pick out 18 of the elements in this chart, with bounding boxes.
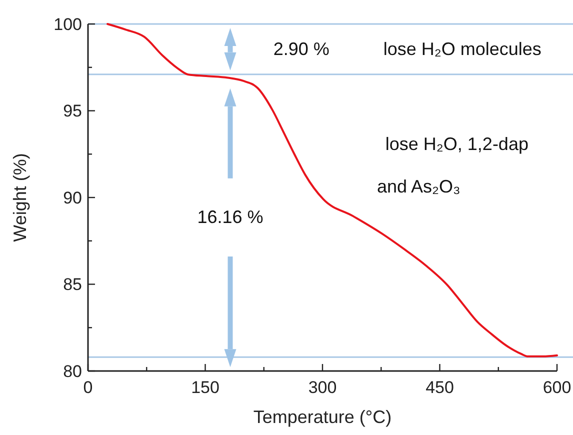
x-tick-label: 600 bbox=[542, 378, 572, 397]
x-axis-title: Temperature (°C) bbox=[253, 407, 392, 427]
x-tick-label: 300 bbox=[308, 378, 337, 397]
x-tick-label: 0 bbox=[83, 378, 93, 397]
y-tick-label: 80 bbox=[63, 362, 82, 381]
y-axis-title: Weight (%) bbox=[10, 153, 30, 242]
annotation: lose H₂O molecules bbox=[383, 38, 542, 59]
y-tick-label: 90 bbox=[63, 188, 82, 208]
y-tick-label: 95 bbox=[63, 102, 82, 121]
x-tick-label: 150 bbox=[191, 378, 220, 397]
annotation: 2.90 % bbox=[273, 38, 330, 59]
x-tick-label: 450 bbox=[426, 378, 454, 397]
line-series bbox=[106, 23, 558, 358]
y-tick-label: 100 bbox=[54, 14, 82, 34]
annotation: 16.16 % bbox=[197, 206, 264, 227]
y-tick-label: 85 bbox=[63, 275, 82, 294]
annotation: and As₂O₃ bbox=[376, 176, 460, 197]
annotation: lose H₂O, 1,2-dap bbox=[385, 134, 528, 154]
